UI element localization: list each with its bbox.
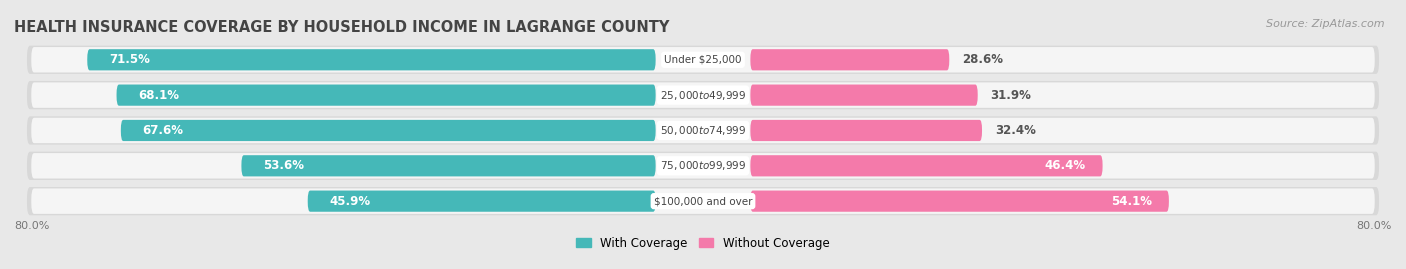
Text: 28.6%: 28.6% [962,53,1004,66]
FancyBboxPatch shape [27,116,1379,145]
Text: 32.4%: 32.4% [995,124,1036,137]
FancyBboxPatch shape [308,190,655,212]
FancyBboxPatch shape [117,84,655,106]
FancyBboxPatch shape [27,152,1379,180]
FancyBboxPatch shape [27,187,1379,215]
FancyBboxPatch shape [121,120,655,141]
Text: $50,000 to $74,999: $50,000 to $74,999 [659,124,747,137]
FancyBboxPatch shape [751,155,1102,176]
Text: $75,000 to $99,999: $75,000 to $99,999 [659,159,747,172]
FancyBboxPatch shape [27,81,1379,109]
FancyBboxPatch shape [751,190,1168,212]
Text: 80.0%: 80.0% [14,221,49,231]
Text: 45.9%: 45.9% [329,195,370,208]
FancyBboxPatch shape [31,188,1375,214]
Text: 71.5%: 71.5% [108,53,149,66]
Text: Under $25,000: Under $25,000 [664,55,742,65]
FancyBboxPatch shape [751,120,981,141]
Text: HEALTH INSURANCE COVERAGE BY HOUSEHOLD INCOME IN LAGRANGE COUNTY: HEALTH INSURANCE COVERAGE BY HOUSEHOLD I… [14,20,669,35]
Text: 67.6%: 67.6% [142,124,183,137]
FancyBboxPatch shape [31,153,1375,179]
Text: $100,000 and over: $100,000 and over [654,196,752,206]
Text: Source: ZipAtlas.com: Source: ZipAtlas.com [1267,19,1385,29]
FancyBboxPatch shape [751,49,949,70]
FancyBboxPatch shape [751,84,977,106]
FancyBboxPatch shape [31,82,1375,108]
FancyBboxPatch shape [31,118,1375,143]
FancyBboxPatch shape [87,49,655,70]
FancyBboxPatch shape [242,155,655,176]
FancyBboxPatch shape [27,46,1379,74]
Legend: With Coverage, Without Coverage: With Coverage, Without Coverage [572,232,834,254]
Text: 31.9%: 31.9% [991,89,1032,102]
FancyBboxPatch shape [31,47,1375,73]
Text: $25,000 to $49,999: $25,000 to $49,999 [659,89,747,102]
Text: 80.0%: 80.0% [1357,221,1392,231]
Text: 68.1%: 68.1% [138,89,179,102]
Text: 46.4%: 46.4% [1045,159,1085,172]
Text: 53.6%: 53.6% [263,159,304,172]
Text: 54.1%: 54.1% [1111,195,1152,208]
